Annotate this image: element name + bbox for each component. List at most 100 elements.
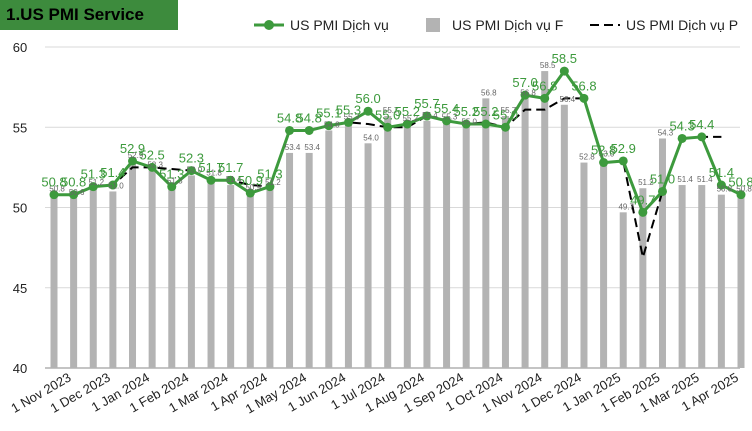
bar-data-label: 51.4 [697,175,713,184]
y-tick-label: 50 [13,201,27,216]
line-data-label: 52.3 [179,151,204,166]
bar-data-label: 54.3 [658,128,674,137]
bar-data-label: 56.4 [560,95,576,104]
line-point [481,119,491,129]
bar-data-label: 51.4 [677,175,693,184]
line-point [167,182,177,192]
bar [129,160,137,368]
line-point [128,156,138,166]
bar [403,124,411,368]
bar-data-label: 51.8 [206,169,222,178]
line-data-label: 52.9 [120,141,145,156]
line-data-label: 51.4 [709,165,734,180]
line-point [677,133,687,143]
bar [423,120,431,368]
line-point [736,190,746,200]
line-point [383,122,393,132]
bar [344,122,352,368]
legend-line-marker [264,20,274,30]
line-point [559,66,569,76]
bar-data-label: 53.4 [285,143,301,152]
bar-data-label: 51.2 [638,178,654,187]
line-point [186,166,196,176]
line-data-label: 54.4 [689,117,714,132]
line-series-path [54,68,742,216]
bar-data-label: 51.0 [108,181,124,190]
line-data-label: 49.7 [630,192,655,207]
line-data-label: 51.4 [100,165,125,180]
line-data-label: 51.0 [650,171,675,186]
y-tick-label: 55 [13,120,27,135]
bar-data-label: 51.2 [88,178,104,187]
bar [109,191,117,368]
bar-data-label: 50.8 [717,185,733,194]
bar-data-label: 51.4 [226,175,242,184]
line-point [265,182,275,192]
bar [246,193,254,368]
bar [560,104,568,368]
bar-data-label: 51.2 [265,178,281,187]
line-data-label: 51.7 [218,160,243,175]
bar [658,138,666,368]
bar [639,188,647,368]
bar-data-label: 52.3 [147,161,163,170]
line-data-label: 55.0 [493,107,518,122]
y-axis: 40 45 50 55 60 [13,40,27,376]
legend-bar-swatch [426,18,440,32]
line-point [540,93,550,103]
bar-data-label: 50.9 [245,183,261,192]
bar-data-label: 50.8 [736,185,752,194]
bar [207,178,215,368]
bar-data-label: 56.8 [520,88,536,97]
line-data-label: 52.5 [139,147,164,162]
y-tick-label: 60 [13,40,27,55]
line-point [206,175,216,185]
bar [384,116,392,368]
line-point [285,125,295,135]
bar-data-label: 54.8 [324,120,340,129]
bar-data-label: 50.6 [69,188,85,197]
bar [89,188,97,368]
bar [148,170,156,368]
line-point [716,180,726,190]
line-data-label: 55.2 [395,104,420,119]
bar-data-label: 49.7 [618,202,634,211]
line-data-label: 56.8 [532,78,557,93]
y-tick-label: 40 [13,361,27,376]
bar-data-label: 55.7 [383,106,399,115]
line-point [49,190,59,200]
line-data-label: 52.9 [611,141,636,156]
line-data-label: 55.3 [336,102,361,117]
bar [698,185,706,368]
bar-data-label: 55.0 [461,117,477,126]
bar [227,185,235,368]
line-data-label: 55.1 [316,106,341,121]
bar-data-label: 55.4 [422,111,438,120]
bar [266,188,274,368]
bar [521,98,529,369]
bar-data-label: 53.0 [599,149,615,158]
bar [717,194,725,368]
line-point [226,175,236,185]
line-data-label: 54.8 [277,110,302,125]
bar-data-label: 50.8 [49,185,65,194]
line-point [657,186,667,196]
bar-data-label: 55.7 [501,106,517,115]
legend: US PMI Dịch vụ US PMI Dịch vụ F US PMI Dịc… [254,17,738,33]
bar [678,185,686,368]
line-point [697,132,707,142]
bar-data-label: 55.3 [442,112,458,121]
line-point [520,90,530,100]
line-data-label: 55.0 [375,107,400,122]
line-data-label: 57.0 [512,75,537,90]
line-point [343,117,353,127]
bar [443,122,451,368]
line-data-label: 51.3 [159,167,184,182]
bar-data-label: 58.5 [540,61,556,70]
legend-dash-label: US PMI Dịch vụ P [626,17,738,33]
line-data-label: 50.8 [41,175,66,190]
bar [325,130,333,368]
line-point [599,158,609,168]
bar [286,152,294,368]
